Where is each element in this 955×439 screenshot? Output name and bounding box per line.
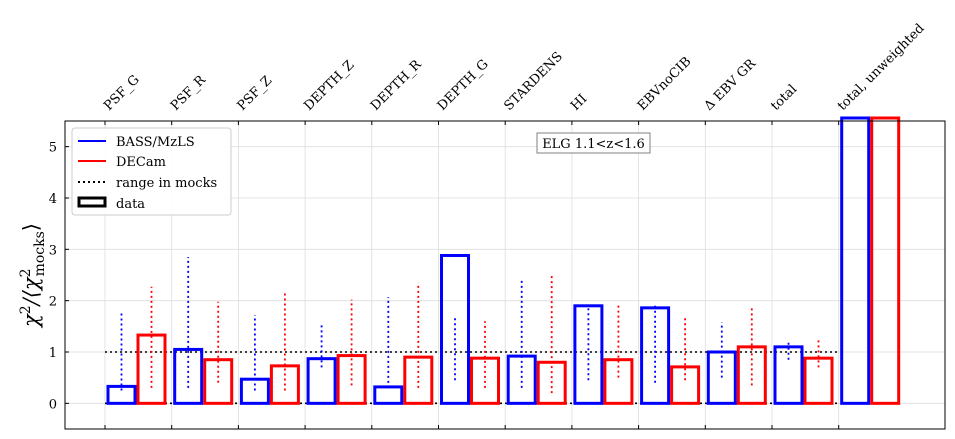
legend: BASS/MzLS DECam range in mocks data: [71, 127, 232, 216]
y-tick-label: 5: [49, 141, 57, 156]
y-tick-label: 4: [49, 192, 57, 207]
bar: [306, 357, 337, 405]
bar: [670, 365, 701, 405]
legend-label-bass: BASS/MzLS: [116, 135, 195, 150]
y-axis-label-sub: mocks: [32, 231, 48, 276]
x-tick-label: DEPTH_R: [368, 56, 425, 113]
bar: [773, 345, 804, 405]
bar: [573, 304, 604, 405]
x-tick-label: STARDENS: [501, 49, 566, 114]
bar: [536, 360, 567, 405]
y-axis-label-sup2: 2: [18, 268, 34, 277]
y-axis-label-main: χ: [19, 313, 43, 329]
bar: [736, 345, 767, 405]
x-tick-label: EBVnoCIB: [635, 54, 695, 114]
x-tick-label: PSF_G: [101, 72, 142, 113]
y-tick-label: 1: [49, 346, 57, 361]
tick-layer: 0 1 2 3 4 5 PSF_G PSF_R PSF_Z DEPTH_Z DEPTH_R DEPTH…: [49, 21, 928, 429]
bar: [603, 358, 634, 405]
x-tick-label: Δ EBV GR: [702, 56, 760, 114]
bar: [136, 333, 167, 405]
bar: [840, 116, 871, 405]
legend-swatch-data: [77, 196, 107, 208]
x-tick-label: total, unweighted: [835, 21, 928, 114]
bar: [203, 358, 234, 405]
y-axis-label-close: ⟩: [19, 223, 43, 231]
legend-label-data: data: [116, 197, 145, 212]
mock-range-layer: [120, 257, 820, 394]
bar: [470, 356, 500, 405]
legend-label-mocks: range in mocks: [116, 176, 217, 191]
bar-layer: [106, 116, 901, 405]
annotation-box: [536, 132, 651, 154]
bar: [239, 377, 270, 405]
x-tick-label: PSF_R: [168, 72, 210, 114]
x-tick-label: PSF_Z: [235, 73, 275, 113]
bar: [106, 384, 137, 405]
bar: [373, 385, 404, 405]
bar: [269, 364, 300, 405]
y-tick-label: 0: [49, 397, 57, 412]
y-axis-label: χ2/⟨χ2mocks⟩: [18, 223, 48, 329]
x-tick-label: DEPTH_G: [435, 57, 492, 114]
legend-box: [71, 127, 232, 216]
bar: [173, 347, 204, 405]
bar: [506, 354, 537, 405]
annotation-text: ELG 1.1<z<1.6: [542, 137, 645, 152]
bar: [440, 253, 470, 405]
bar: [706, 350, 737, 405]
annotation: ELG 1.1<z<1.6: [536, 132, 651, 154]
x-tick-label: total: [768, 82, 800, 114]
y-axis-label-sup: 2: [18, 305, 34, 314]
y-tick-label: 2: [49, 295, 57, 310]
y-axis-label-slash: /⟨χ: [19, 276, 43, 307]
bar: [403, 355, 434, 405]
bar: [803, 356, 834, 405]
bar: [870, 116, 901, 405]
bar: [640, 306, 671, 405]
y-tick-label: 3: [49, 243, 57, 258]
bar: [336, 354, 367, 405]
x-tick-label: DEPTH_Z: [301, 58, 357, 114]
x-tick-label: HI: [568, 92, 590, 114]
legend-label-decam: DECam: [116, 155, 166, 170]
